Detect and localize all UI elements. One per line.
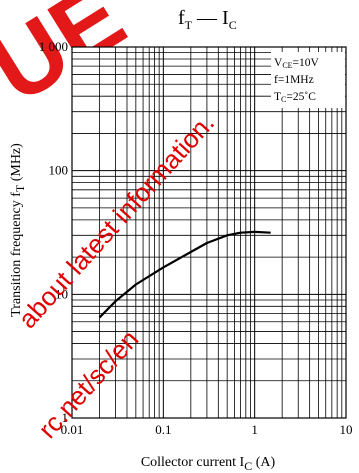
x-axis-label-unit: (A) — [252, 455, 275, 470]
conditions: VCE=10V f=1MHz TC=25˚C — [274, 57, 320, 104]
grid — [71, 46, 347, 419]
plot-frame — [71, 46, 347, 419]
y-axis-label-unit: (MHz) — [9, 143, 24, 185]
title-i: I — [222, 7, 229, 29]
y-tick-label: 1 — [62, 410, 69, 425]
y-axis-label: Transition frequency fT (MHz) — [9, 143, 27, 317]
x-axis-label-base: Collector current I — [141, 455, 245, 470]
x-tick-label: 10 — [340, 422, 353, 437]
condition-line: VCE=10V — [274, 57, 320, 70]
plot-background — [72, 47, 346, 418]
x-tick-label: 0.01 — [61, 422, 84, 437]
x-tick-label: 0.1 — [155, 422, 171, 437]
y-axis-label-base: Transition frequency f — [9, 192, 24, 317]
title-i-sub: C — [229, 18, 237, 32]
y-axis-label-sub: T — [13, 184, 27, 192]
series-layer — [98, 230, 271, 319]
condition-line: f=1MHz — [274, 74, 314, 86]
x-axis-label: Collector current IC (A) — [141, 455, 276, 473]
x-tick-label: 1 — [251, 422, 258, 437]
series-line — [98, 230, 271, 319]
x-axis-label-sub: C — [244, 459, 252, 473]
title-f-sub: T — [185, 18, 193, 32]
chart-title: fT — IC — [178, 7, 237, 32]
y-tick-label: 1 000 — [39, 39, 68, 54]
y-tick-label: 100 — [49, 163, 69, 178]
y-tick-label: 10 — [55, 286, 68, 301]
condition-line: TC=25˚C — [274, 91, 316, 104]
tick-labels: 0.01 0.1 1 10 1 10 100 1 000 — [39, 39, 353, 437]
conditions-box — [271, 52, 345, 108]
title-f: f — [178, 7, 185, 29]
title-sep: — — [192, 7, 222, 29]
